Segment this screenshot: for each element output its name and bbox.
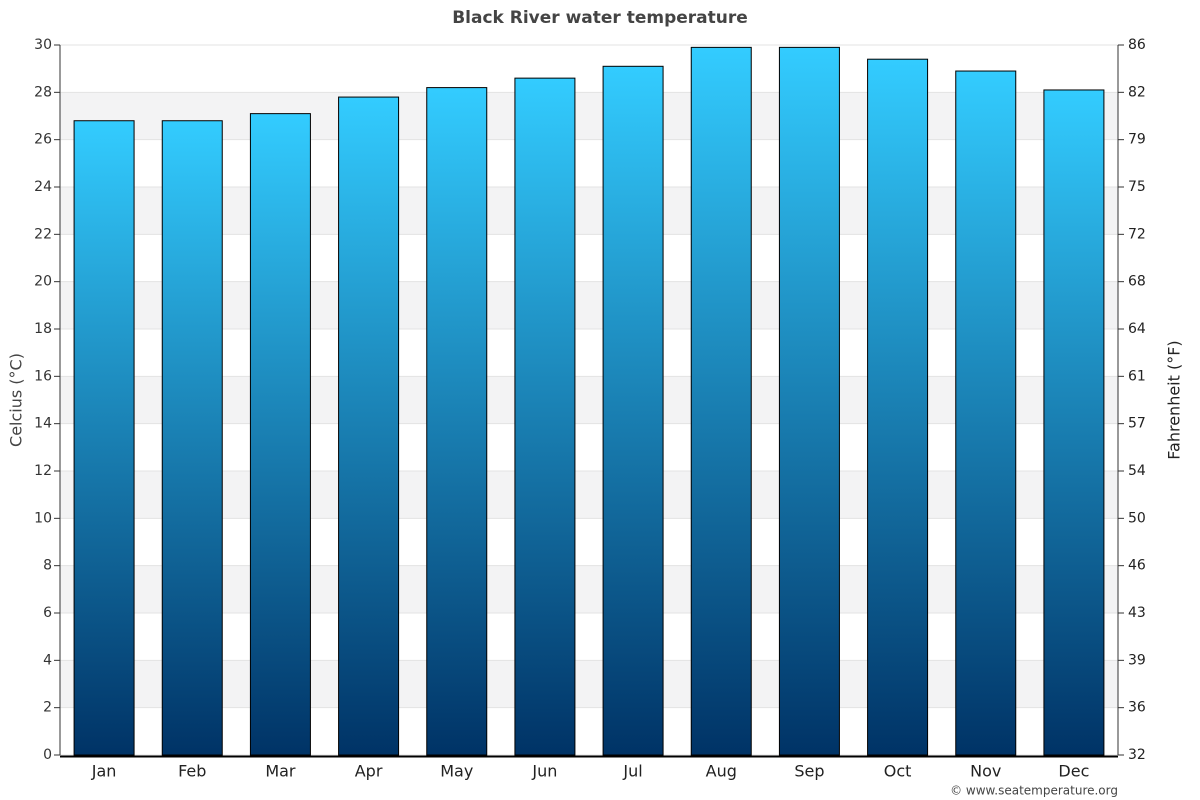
y-tick-label: 28 [34, 84, 52, 100]
y2-tick-label: 86 [1128, 37, 1146, 53]
x-tick-label: May [440, 762, 473, 781]
x-tick-label: Nov [970, 762, 1001, 781]
y2-tick-label: 36 [1128, 700, 1146, 716]
y2-tick-label: 61 [1128, 368, 1146, 384]
y-tick-label: 18 [34, 321, 52, 337]
grid-band [60, 376, 1118, 424]
y2-tick-label: 32 [1128, 747, 1146, 763]
chart-title: Black River water temperature [452, 8, 748, 28]
bar [867, 58, 929, 756]
bar [1043, 89, 1105, 756]
bar [514, 77, 576, 756]
y-tick-label: 6 [43, 605, 52, 621]
y-tick-label: 20 [34, 274, 52, 290]
y-tick-label: 30 [34, 37, 52, 53]
x-tick-label: Feb [178, 762, 206, 781]
y-tick-label: 0 [43, 747, 52, 763]
bar [602, 65, 664, 756]
y2-tick-label: 43 [1128, 605, 1146, 621]
x-tick-label: Jul [622, 762, 642, 781]
y2-tick-label: 54 [1128, 463, 1146, 479]
x-tick-label: Oct [884, 762, 912, 781]
y2-tick-label: 75 [1128, 179, 1146, 195]
bar [249, 113, 311, 756]
y2-axis-title: Fahrenheit (°F) [1165, 340, 1184, 459]
bar [955, 70, 1017, 756]
x-tick-label: Jan [91, 762, 117, 781]
y-tick-label: 22 [34, 226, 52, 242]
y2-tick-label: 68 [1128, 274, 1146, 290]
credit: © www.seatemperature.org [950, 784, 1118, 798]
y2-tick-label: 64 [1128, 321, 1146, 337]
grid-band [60, 660, 1118, 708]
y-tick-label: 10 [34, 510, 52, 526]
y-tick-label: 8 [43, 558, 52, 574]
y-tick-label: 2 [43, 700, 52, 716]
y-tick-label: 4 [43, 652, 52, 668]
x-tick-label: Sep [794, 762, 824, 781]
y-tick-label: 16 [34, 368, 52, 384]
y2-tick-label: 72 [1128, 226, 1146, 242]
grid-band [60, 471, 1118, 519]
bar [338, 96, 400, 756]
y-tick-label: 26 [34, 132, 52, 148]
bar [778, 46, 840, 756]
y-tick-label: 14 [34, 416, 52, 432]
y2-tick-label: 82 [1128, 84, 1146, 100]
bar [690, 46, 752, 756]
grid-band [60, 281, 1118, 329]
grid-band [60, 187, 1118, 235]
y-axis-title: Celcius (°C) [7, 353, 26, 447]
grid-band [60, 565, 1118, 613]
grid-band [60, 92, 1118, 140]
bar [73, 120, 135, 756]
x-tick-label: Mar [265, 762, 296, 781]
x-tick-label: Jun [531, 762, 557, 781]
y2-tick-label: 46 [1128, 558, 1146, 574]
y2-tick-label: 50 [1128, 510, 1146, 526]
x-tick-label: Apr [355, 762, 383, 781]
y2-tick-label: 39 [1128, 652, 1146, 668]
bar [426, 87, 488, 756]
bar [161, 120, 223, 756]
x-tick-label: Aug [706, 762, 737, 781]
y-tick-label: 12 [34, 463, 52, 479]
y-tick-label: 24 [34, 179, 52, 195]
x-tick-label: Dec [1058, 762, 1089, 781]
y2-tick-label: 79 [1128, 132, 1146, 148]
y2-tick-label: 57 [1128, 416, 1146, 432]
